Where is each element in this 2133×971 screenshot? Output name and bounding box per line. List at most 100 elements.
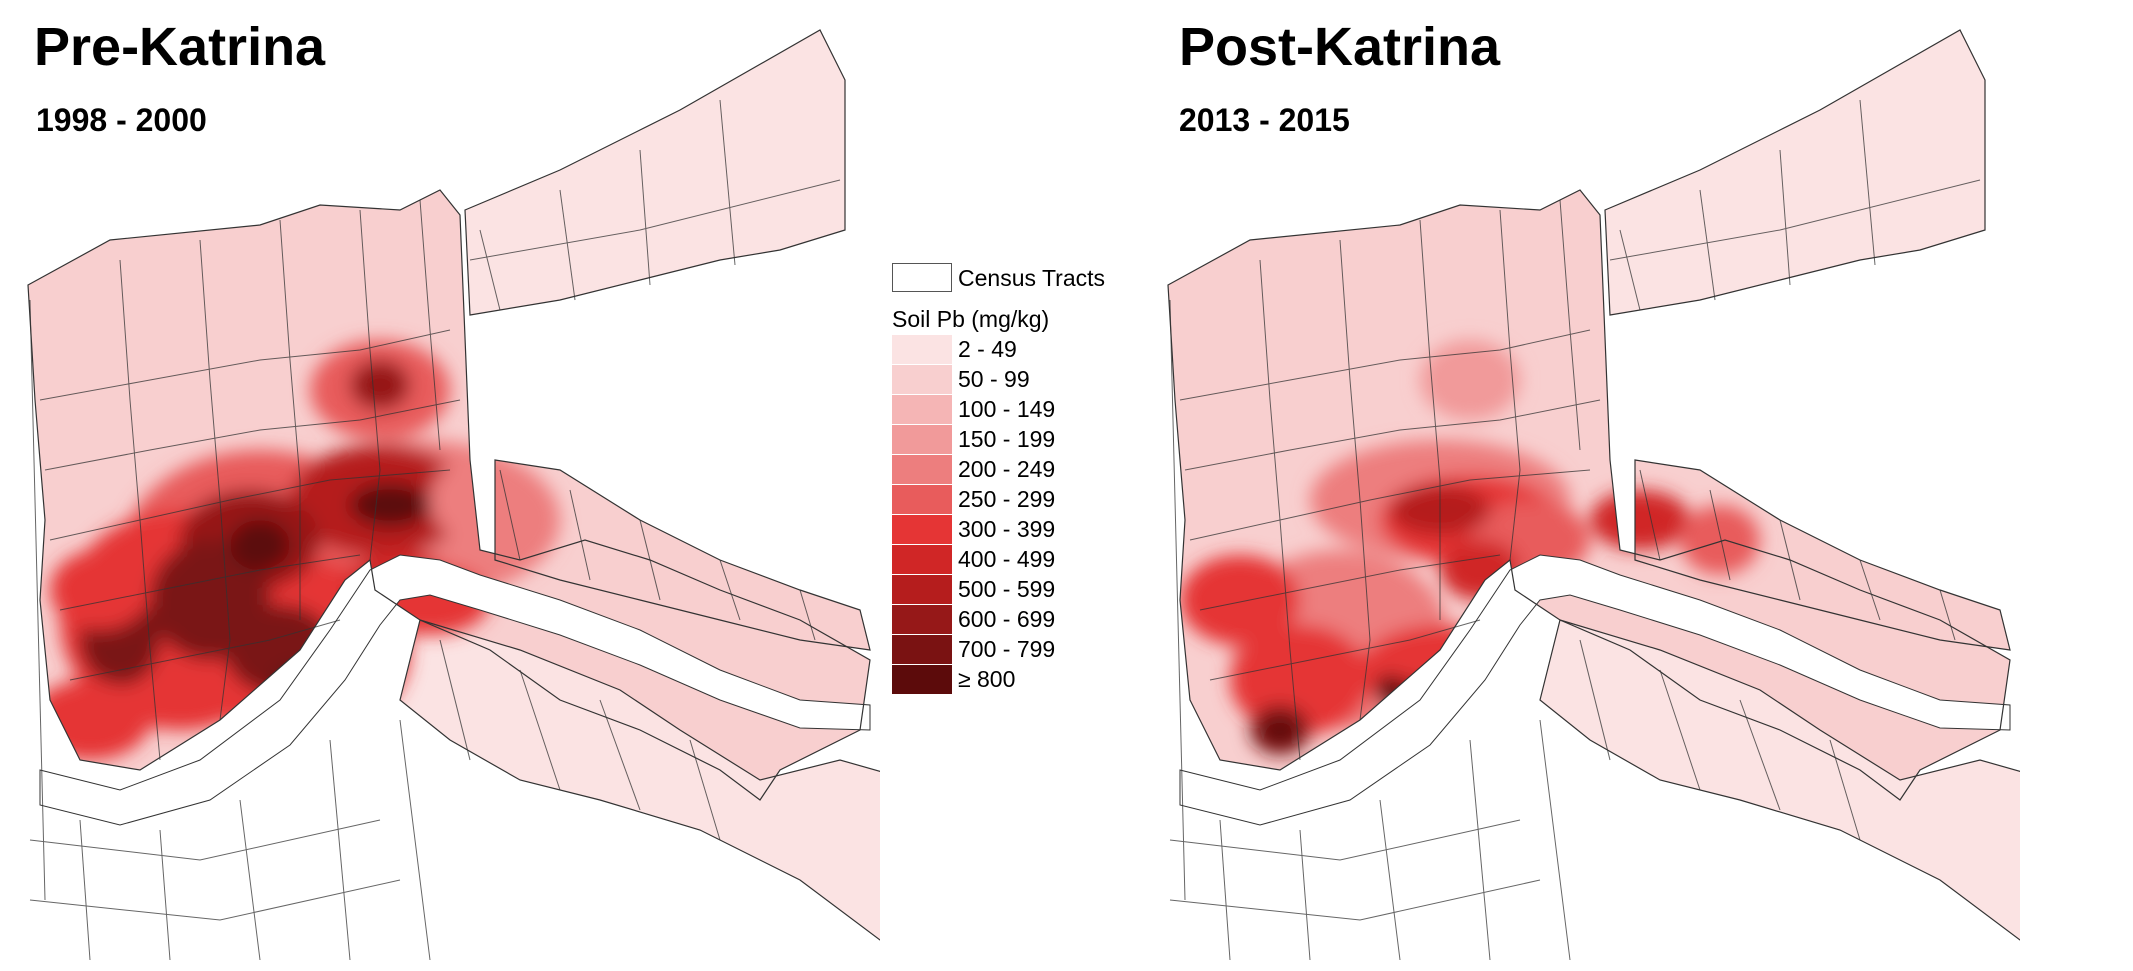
census-tract-boundary xyxy=(1169,819,1521,861)
census-tract-boundary xyxy=(1739,699,1781,811)
lead-hotspot xyxy=(1230,625,1370,735)
census-tract-boundary xyxy=(1829,739,1861,841)
legend-class-9: 600 - 699 xyxy=(892,604,1142,634)
pre-katrina-map xyxy=(27,29,880,961)
legend-class-8: 500 - 599 xyxy=(892,574,1142,604)
census-tract-boundary xyxy=(1299,829,1311,961)
census-tract-boundary xyxy=(519,669,561,791)
legend-census-tracts: Census Tracts xyxy=(892,260,1142,296)
census-tract-boundary xyxy=(799,589,816,641)
legend-class-label: 700 - 799 xyxy=(958,636,1056,662)
legend-class-2: 100 - 149 xyxy=(892,394,1142,424)
census-tract-boundary xyxy=(1259,259,1301,761)
census-tract-boundary xyxy=(69,619,341,681)
lead-hotspot xyxy=(230,520,290,570)
new-orleans-east-fill xyxy=(465,30,845,315)
census-tract-lines xyxy=(1169,99,1981,961)
census-tract-boundary xyxy=(1179,329,1591,401)
legend-class-7: 400 - 499 xyxy=(892,544,1142,574)
area-outline xyxy=(1167,189,2011,801)
census-tract-boundary xyxy=(689,739,721,841)
legend-class-label: 300 - 399 xyxy=(958,516,1056,542)
lead-hotspot xyxy=(1680,505,1760,575)
census-tract-boundary xyxy=(1184,399,1601,471)
legend-class-3: 150 - 199 xyxy=(892,424,1142,454)
census-tract-boundary xyxy=(419,199,441,451)
census-tract-boundary xyxy=(569,489,591,581)
legend-swatch xyxy=(892,545,952,574)
census-tract-boundary xyxy=(499,469,521,561)
census-tract-boundary xyxy=(1659,669,1701,791)
census-tract-boundary xyxy=(1579,639,1611,761)
census-tract-boundary xyxy=(1859,559,1881,621)
legend-class-5: 250 - 299 xyxy=(892,484,1142,514)
census-tract-boundary xyxy=(1169,299,1186,901)
census-tract-boundary xyxy=(329,739,351,961)
census-tract-boundary xyxy=(119,259,161,761)
map-legend: Census Tracts Soil Pb (mg/kg) 2 - 49 50 -… xyxy=(892,260,1142,694)
post-katrina-years: 2013 - 2015 xyxy=(1179,102,1350,138)
legend-class-4: 200 - 249 xyxy=(892,454,1142,484)
area-outline xyxy=(464,29,846,316)
mississippi-river xyxy=(39,554,871,826)
pre-katrina-title: Pre-Katrina xyxy=(34,17,326,77)
census-tract-boundary xyxy=(1709,489,1731,581)
legend-swatch xyxy=(892,515,952,544)
census-tract-boundary xyxy=(559,189,576,301)
legend-swatch xyxy=(892,575,952,604)
legend-class-label: 50 - 99 xyxy=(958,366,1030,392)
census-tract-boundary xyxy=(1339,239,1371,721)
area-outline xyxy=(399,619,880,941)
census-tract-boundary xyxy=(39,329,451,401)
lead-hotspot xyxy=(430,460,510,540)
census-tract-boundary xyxy=(29,879,401,921)
lead-hotspot xyxy=(1266,718,1294,742)
lead-hotspot xyxy=(1375,675,1405,705)
census-tract-boundary xyxy=(59,554,361,611)
census-tract-boundary xyxy=(1559,199,1581,451)
census-tract-boundary xyxy=(1859,99,1876,266)
legend-swatch xyxy=(892,425,952,454)
legend-swatch xyxy=(892,605,952,634)
legend-swatch xyxy=(892,455,952,484)
census-tract-boundary xyxy=(44,399,461,471)
census-tract-boundary xyxy=(159,829,171,961)
census-tract-boundary xyxy=(1469,739,1491,961)
census-tract-boundary xyxy=(1379,799,1401,961)
legend-class-11: ≥ 800 xyxy=(892,664,1142,694)
census-tract-boundary xyxy=(1639,469,1661,561)
census-tract-boundary xyxy=(1619,229,1641,311)
area-outline xyxy=(494,459,871,651)
area-outline xyxy=(1539,619,2020,941)
legend-class-label: 150 - 199 xyxy=(958,426,1056,452)
lead-hotspot xyxy=(350,483,430,527)
census-tract-boundary xyxy=(29,299,46,901)
census-tract-boundary xyxy=(439,639,471,761)
census-tract-boundary xyxy=(479,229,501,311)
legend-swatch xyxy=(892,665,952,694)
census-tract-boundary xyxy=(1699,189,1716,301)
area-outline xyxy=(27,189,871,801)
legend-class-1: 50 - 99 xyxy=(892,364,1142,394)
area-outline xyxy=(1604,29,1986,316)
census-tract-boundary xyxy=(1209,619,1481,681)
pre-katrina-years: 1998 - 2000 xyxy=(36,102,207,138)
lead-hotspot xyxy=(1590,490,1690,550)
legend-swatch xyxy=(892,365,952,394)
legend-class-label: 250 - 299 xyxy=(958,486,1056,512)
census-tract-lines xyxy=(29,99,841,961)
legend-swatch xyxy=(892,485,952,514)
census-tract-boundary xyxy=(1609,179,1981,261)
legend-scale-title: Soil Pb (mg/kg) xyxy=(892,306,1050,332)
legend-class-label: 2 - 49 xyxy=(958,336,1017,362)
census-tract-boundary xyxy=(1169,879,1541,921)
legend-class-0: 2 - 49 xyxy=(892,334,1142,364)
census-tract-boundary xyxy=(79,819,91,961)
new-orleans-east-fill xyxy=(1605,30,1985,315)
post-katrina-title: Post-Katrina xyxy=(1179,17,1501,77)
lead-hotspot xyxy=(1420,340,1520,420)
census-tract-boundary xyxy=(29,819,381,861)
legend-class-label: 600 - 699 xyxy=(958,606,1056,632)
lead-hotspot xyxy=(50,550,150,630)
